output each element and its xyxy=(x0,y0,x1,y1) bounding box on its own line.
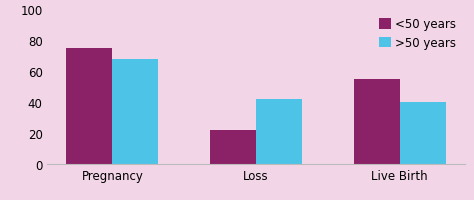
Bar xyxy=(210,130,256,164)
Bar xyxy=(256,99,302,164)
Legend: <50 years, >50 years: <50 years, >50 years xyxy=(376,16,459,52)
Bar xyxy=(112,59,158,164)
Bar xyxy=(400,102,446,164)
Bar xyxy=(66,49,112,164)
Bar xyxy=(354,79,400,164)
